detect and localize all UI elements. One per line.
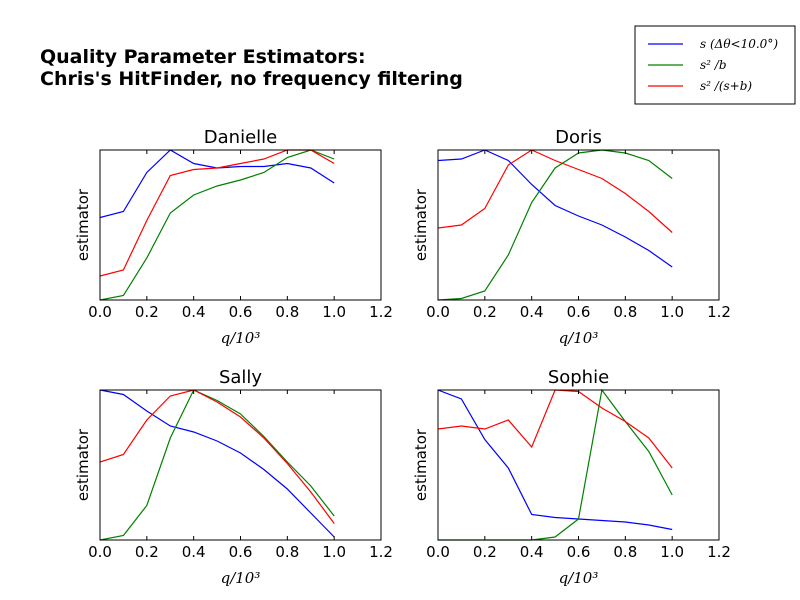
- y-axis-label: estimator: [412, 428, 430, 501]
- x-tick-label: 0.4: [520, 543, 544, 561]
- series-line-1: [100, 149, 335, 301]
- x-tick-label: 0.6: [229, 543, 253, 561]
- x-tick-label: 1.2: [369, 543, 393, 561]
- series-line-2: [438, 389, 673, 469]
- x-tick-label: 1.2: [707, 303, 731, 321]
- x-tick-label: 0.4: [520, 303, 544, 321]
- legend-label-1: s² /b: [700, 58, 727, 72]
- subplot-title: Doris: [555, 127, 602, 148]
- subplot-doris: 0.0 0.2 0.4 0.6 0.8 1.0 1.2 Doris q/10³ estimator: [412, 127, 731, 347]
- x-tick-label: 0.2: [473, 303, 497, 321]
- subplots: 0.0 0.2 0.4 0.6 0.8 1.0 1.2 Danielle q/10³ estima…: [74, 127, 731, 587]
- x-tick-label: 0.8: [613, 303, 637, 321]
- y-axis-label: estimator: [74, 428, 92, 501]
- x-axis-label: q/10³: [559, 329, 599, 347]
- x-tick-label: 1.0: [322, 543, 346, 561]
- series-line-0: [100, 389, 335, 538]
- subplot-sally: 0.0 0.2 0.4 0.6 0.8 1.0 1.2 Sally q/10³ estimator: [74, 367, 393, 587]
- subplot-title: Sally: [219, 367, 262, 388]
- series-line-2: [100, 149, 335, 277]
- x-tick-label: 0.2: [135, 543, 159, 561]
- x-tick-label: 0.0: [88, 303, 112, 321]
- x-tick-label: 0.2: [473, 543, 497, 561]
- x-tick-label: 0.6: [229, 303, 253, 321]
- y-axis-label: estimator: [74, 188, 92, 261]
- x-tick-label: 0.8: [613, 543, 637, 561]
- subplot-title: Danielle: [204, 127, 277, 148]
- series-line-2: [100, 389, 335, 524]
- legend-label-2: s² /(s+b): [700, 79, 752, 93]
- axes-frame: [437, 149, 720, 301]
- x-tick-label: 1.0: [660, 303, 684, 321]
- subplot-danielle: 0.0 0.2 0.4 0.6 0.8 1.0 1.2 Danielle q/10³ estima…: [74, 127, 393, 347]
- series-line-1: [100, 389, 335, 541]
- legend-label-0: s (Δθ<10.0°): [700, 37, 778, 51]
- x-tick-label: 1.0: [322, 303, 346, 321]
- series-line-0: [438, 389, 673, 531]
- legend: s (Δθ<10.0°) s² /b s² /(s+b): [634, 25, 796, 105]
- axes-frame: [99, 389, 382, 541]
- x-tick-label: 0.6: [567, 303, 591, 321]
- x-tick-label: 1.2: [707, 543, 731, 561]
- x-tick-label: 0.4: [182, 543, 206, 561]
- x-axis-label: q/10³: [559, 569, 599, 587]
- x-tick-label: 0.8: [275, 543, 299, 561]
- x-tick-label: 1.2: [369, 303, 393, 321]
- x-tick-label: 0.0: [426, 303, 450, 321]
- x-tick-label: 1.0: [660, 543, 684, 561]
- x-axis-label: q/10³: [221, 569, 261, 587]
- x-tick-label: 0.4: [182, 303, 206, 321]
- x-tick-label: 0.0: [426, 543, 450, 561]
- x-axis-label: q/10³: [221, 329, 261, 347]
- subplot-title: Sophie: [548, 367, 609, 388]
- y-axis-label: estimator: [412, 188, 430, 261]
- subplot-sophie: 0.0 0.2 0.4 0.6 0.8 1.0 1.2 Sophie q/10³ estimato…: [412, 367, 731, 587]
- series-line-2: [438, 149, 673, 233]
- x-tick-label: 0.0: [88, 543, 112, 561]
- series-line-0: [438, 149, 673, 268]
- x-tick-label: 0.6: [567, 543, 591, 561]
- figure-title-line1: Quality Parameter Estimators:: [40, 46, 366, 68]
- axes-frame: [99, 149, 382, 301]
- series-line-1: [438, 149, 673, 301]
- x-tick-label: 0.8: [275, 303, 299, 321]
- series-line-0: [100, 149, 335, 219]
- figure-title-line2: Chris's HitFinder, no frequency filterin…: [40, 68, 463, 90]
- x-tick-label: 0.2: [135, 303, 159, 321]
